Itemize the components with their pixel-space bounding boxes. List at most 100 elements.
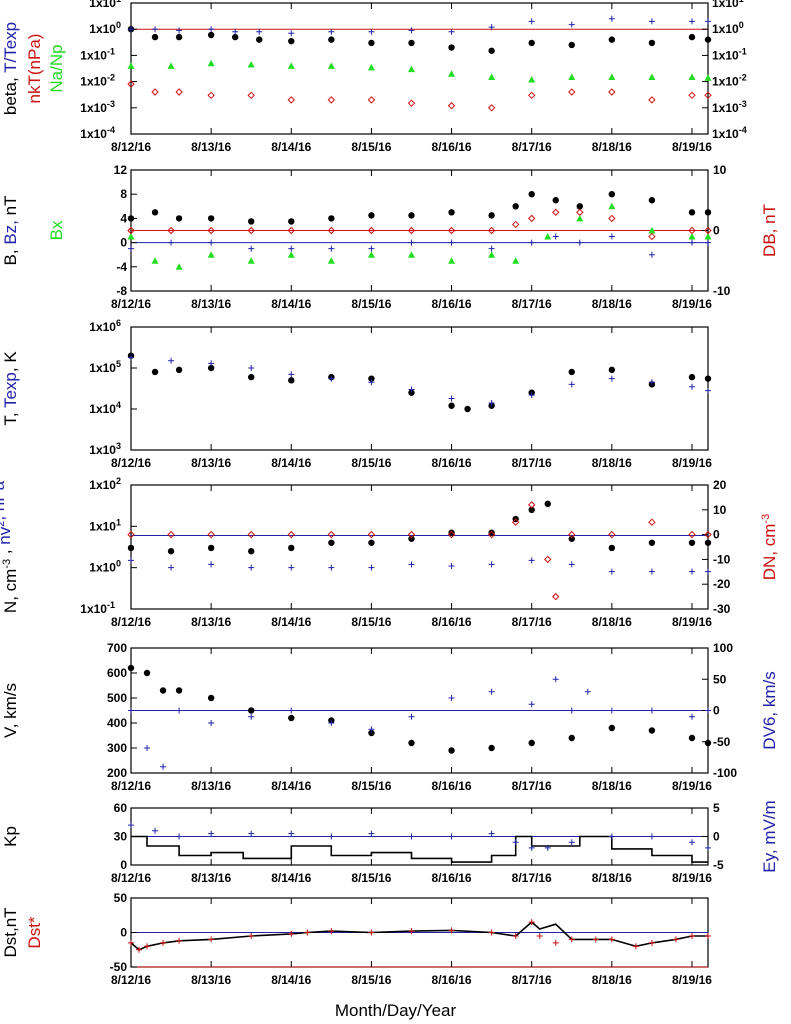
y-tick-label: 200: [107, 766, 127, 780]
data-point: [528, 76, 536, 83]
y-tick-label: 1x102: [89, 476, 121, 492]
data-point: [584, 688, 591, 695]
data-point: [128, 822, 134, 829]
data-point: [127, 62, 135, 69]
data-point: [407, 226, 416, 235]
data-point: [672, 936, 679, 943]
data-point: [447, 530, 456, 539]
data-point: [528, 701, 535, 708]
data-point: [608, 233, 615, 240]
data-point: [368, 830, 375, 837]
data-point: [448, 395, 455, 402]
data-point: [247, 91, 255, 100]
panel-p1: 8/12/16 8/13/16 8/14/16 8/15/16 8/16/16 8/17/…: [1, 0, 747, 154]
y-tick-label: 0: [120, 858, 127, 872]
data-point: [327, 257, 335, 264]
right-tick-label: 10: [713, 163, 727, 177]
data-point: [544, 844, 551, 851]
right-tick-label: 0: [713, 528, 720, 542]
data-point: [151, 368, 159, 376]
data-point: [368, 539, 375, 546]
data-point: [208, 561, 215, 568]
data-point: [168, 239, 175, 246]
x-tick-label: 8/12/16: [111, 456, 151, 470]
data-point: [568, 936, 575, 943]
data-point: [568, 73, 576, 80]
x-tick-label: 8/16/16: [432, 297, 472, 311]
data-point: [176, 707, 183, 714]
data-point: [528, 557, 535, 564]
data-point: [648, 18, 655, 25]
x-tick-label: 8/17/16: [512, 456, 552, 470]
data-point: [367, 96, 376, 104]
x-tick-label: 8/15/16: [351, 973, 391, 987]
data-point: [168, 357, 175, 364]
data-point: [528, 506, 535, 514]
series-line: [131, 835, 708, 863]
data-point: [576, 239, 583, 246]
x-tick-label: 8/15/16: [351, 871, 391, 885]
data-point: [705, 844, 711, 851]
y-axis-label-secondary: nkT(nPa): [25, 34, 44, 104]
data-point: [208, 830, 215, 837]
data-point: [247, 60, 255, 68]
right-tick-label: 5: [713, 801, 720, 815]
data-point: [576, 208, 584, 217]
data-point: [128, 557, 134, 564]
data-point: [175, 88, 183, 96]
data-point: [528, 39, 535, 47]
panel-p6: 8/12/16 8/13/16 8/14/16 8/15/16 8/16/16 8/17/…: [1, 800, 779, 885]
data-point: [159, 687, 167, 694]
y-axis-label: V, km/s: [1, 683, 20, 738]
x-tick-label: 8/13/16: [191, 140, 231, 154]
data-point: [464, 405, 471, 413]
data-point: [576, 214, 584, 222]
data-point: [704, 36, 712, 43]
data-point: [608, 724, 616, 732]
data-point: [448, 28, 455, 35]
data-point: [287, 96, 295, 104]
data-point: [705, 18, 711, 25]
data-point: [705, 387, 711, 394]
y-tick-label: 600: [107, 666, 127, 680]
x-tick-label: 8/19/16: [672, 615, 712, 629]
data-point: [528, 739, 535, 747]
panel-p2: 8/12/16 8/13/16 8/14/16 8/15/16 8/16/16 8/17/…: [1, 163, 779, 311]
x-tick-label: 8/13/16: [191, 973, 231, 987]
data-point: [287, 226, 295, 235]
data-point: [448, 70, 456, 77]
data-point: [608, 568, 615, 575]
data-point: [160, 939, 167, 946]
data-point: [288, 245, 295, 252]
data-point: [232, 28, 239, 35]
data-point: [648, 96, 656, 104]
x-tick-label: 8/15/16: [351, 615, 391, 629]
y-tick-label: -50: [110, 960, 128, 974]
data-point: [175, 263, 183, 270]
y-axis-label: beta, T/Texp: [1, 22, 20, 115]
x-tick-label: 8/16/16: [432, 456, 472, 470]
data-point: [688, 91, 696, 100]
right-tick-label: 1x10-3: [712, 99, 747, 115]
x-tick-label: 8/13/16: [191, 871, 231, 885]
y-tick-label: -8: [116, 284, 127, 298]
x-tick-label: 8/15/16: [351, 297, 391, 311]
data-point: [528, 844, 535, 851]
data-point: [448, 239, 455, 246]
x-tick-label: 8/14/16: [271, 456, 311, 470]
data-point: [328, 375, 335, 382]
x-tick-label: 8/12/16: [111, 140, 151, 154]
data-point: [408, 386, 415, 393]
data-point: [368, 245, 375, 252]
x-tick-label: 8/12/16: [111, 779, 151, 793]
x-tick-label: 8/13/16: [191, 456, 231, 470]
data-point: [248, 245, 255, 252]
data-point: [168, 564, 175, 571]
x-tick-label: 8/12/16: [111, 615, 151, 629]
x-tick-label: 8/19/16: [672, 297, 712, 311]
data-point: [208, 239, 215, 246]
x-tick-label: 8/17/16: [512, 297, 552, 311]
data-point: [407, 65, 415, 73]
data-point: [552, 208, 560, 217]
